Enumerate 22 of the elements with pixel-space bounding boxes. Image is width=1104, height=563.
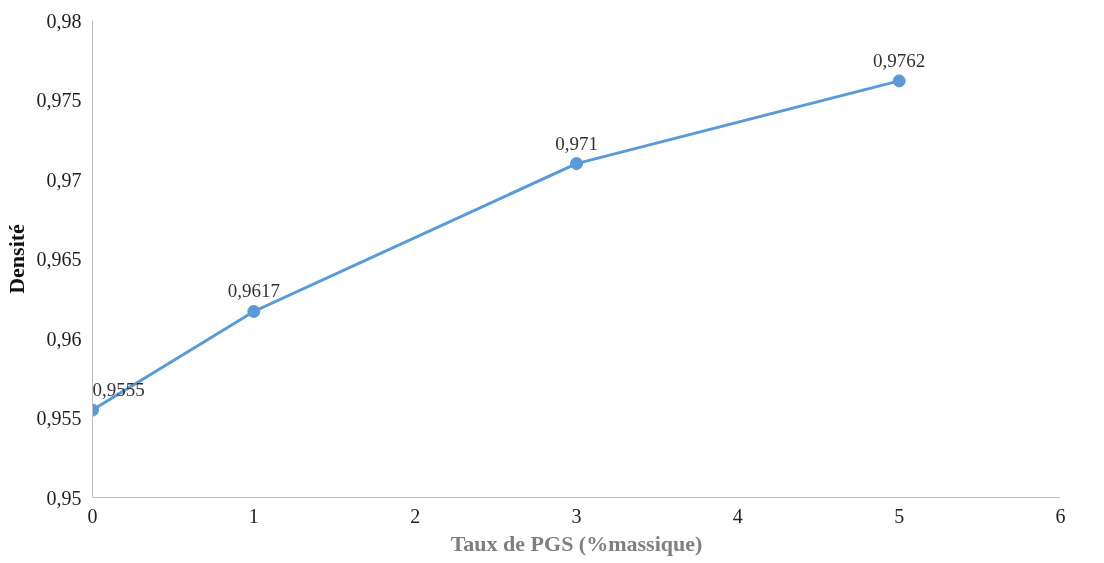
x-tick-label: 3 — [571, 504, 582, 527]
x-tick-label: 2 — [410, 504, 421, 527]
y-tick-label: 0,95 — [46, 486, 82, 509]
x-tick-label: 5 — [894, 504, 905, 527]
x-tick-label: 0 — [87, 504, 98, 527]
y-tick-label: 0,955 — [36, 407, 82, 429]
y-tick-label: 0,965 — [36, 248, 82, 270]
point — [570, 157, 583, 171]
point — [247, 304, 261, 318]
point — [892, 74, 906, 88]
y-tick-label: 0,98 — [46, 9, 82, 32]
data-label: 0,9617 — [227, 280, 280, 302]
y-tick-label: 0,975 — [36, 89, 82, 111]
data-label: 0,9762 — [873, 49, 926, 71]
y-axis-title: Densité — [3, 223, 29, 294]
y-tick-label: 0,96 — [46, 327, 82, 350]
y-tick-label: 0,97 — [46, 168, 82, 191]
x-axis-title: Taux de PGS (%massique) — [450, 530, 703, 556]
data-label: 0,971 — [555, 132, 598, 154]
x-tick-label: 4 — [732, 504, 743, 527]
x-tick-label: 1 — [248, 504, 259, 527]
x-tick-label: 6 — [1055, 504, 1066, 527]
